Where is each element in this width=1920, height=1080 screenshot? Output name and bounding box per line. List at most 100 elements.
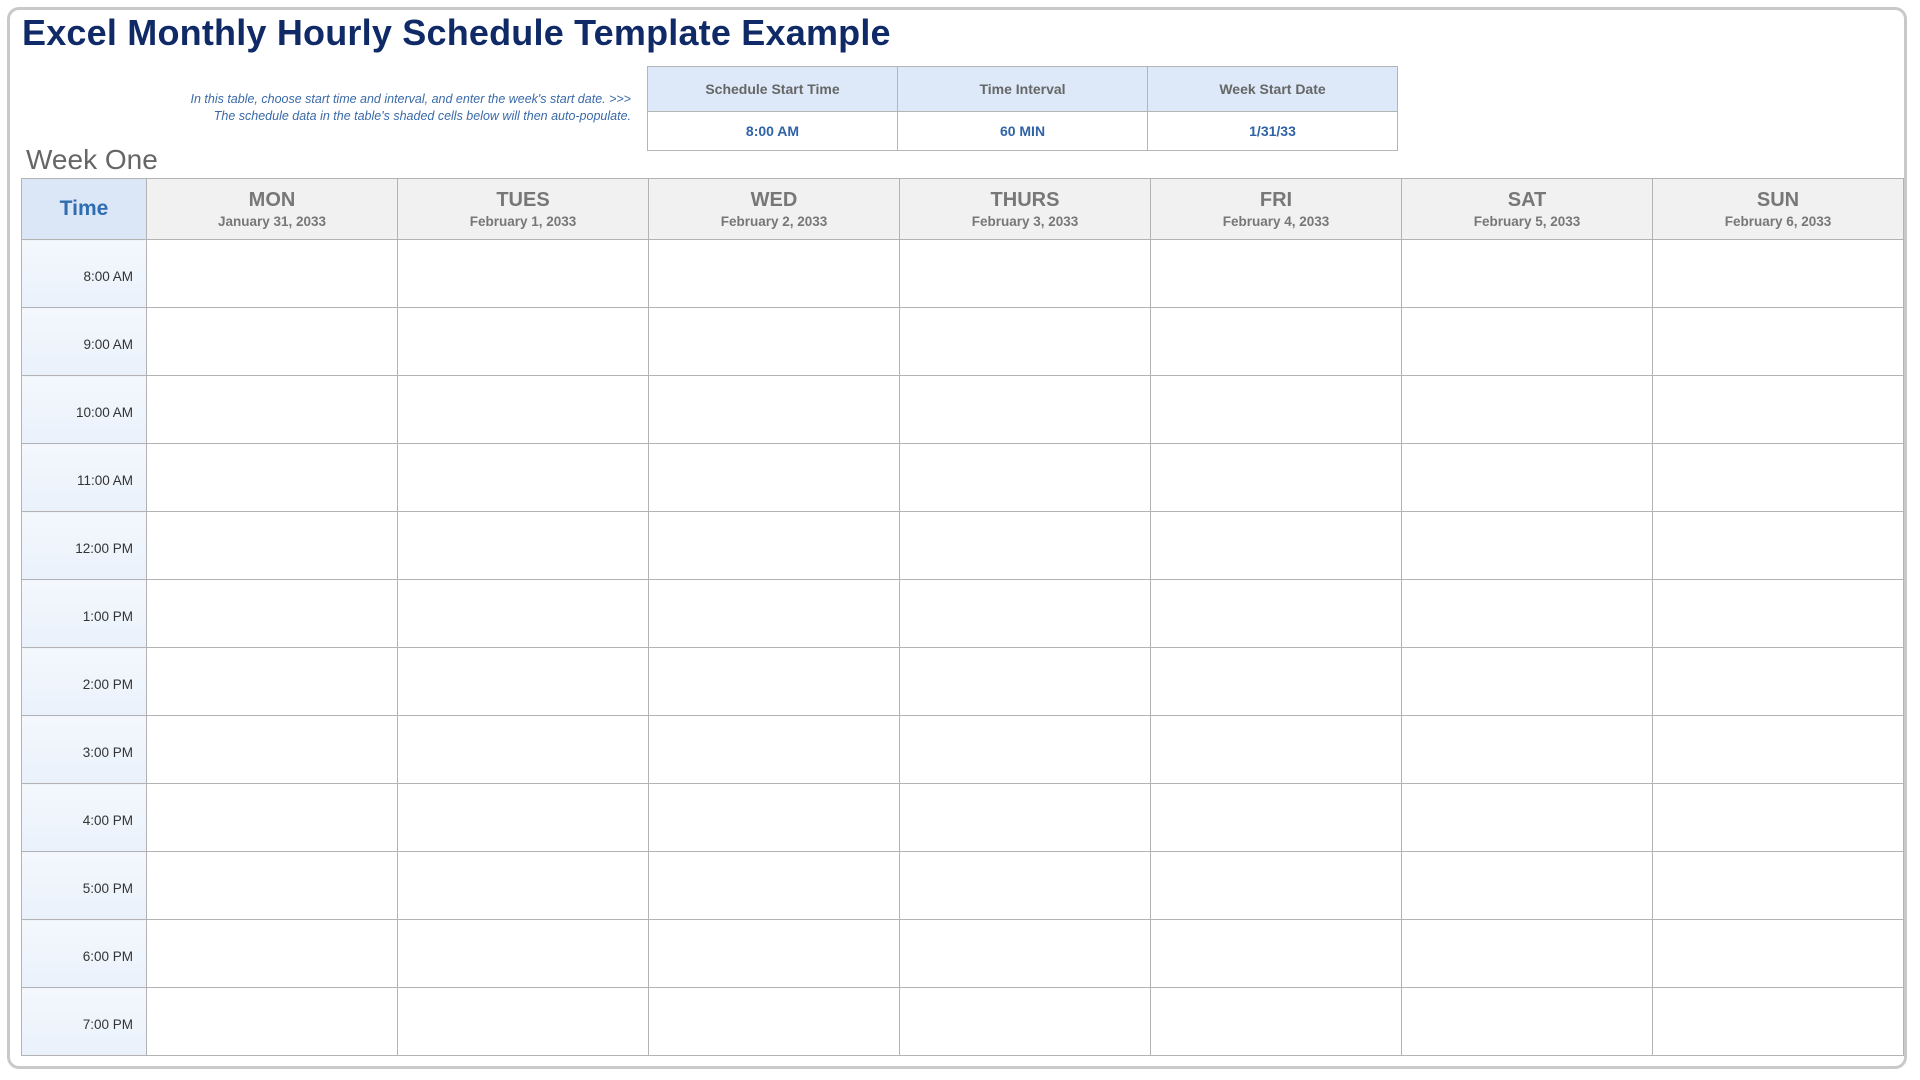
schedule-cell[interactable] xyxy=(146,511,398,580)
schedule-cell[interactable] xyxy=(397,715,649,784)
schedule-cell[interactable] xyxy=(648,851,900,920)
time-label: 4:00 PM xyxy=(21,783,147,852)
schedule-cell[interactable] xyxy=(1401,715,1653,784)
time-row: 2:00 PM xyxy=(21,647,1904,716)
schedule-cell[interactable] xyxy=(899,647,1151,716)
schedule-cell[interactable] xyxy=(648,783,900,852)
schedule-cell[interactable] xyxy=(1150,783,1402,852)
schedule-cell[interactable] xyxy=(397,919,649,988)
interval-input[interactable]: 60 MIN xyxy=(897,111,1148,151)
schedule-cell[interactable] xyxy=(1652,375,1904,444)
time-row: 8:00 AM xyxy=(21,239,1904,308)
schedule-cell[interactable] xyxy=(648,307,900,376)
instruction-line-2: The schedule data in the table's shaded … xyxy=(213,109,631,123)
schedule-cell[interactable] xyxy=(1652,239,1904,308)
schedule-cell[interactable] xyxy=(1150,919,1402,988)
schedule-cell[interactable] xyxy=(1401,375,1653,444)
schedule-cell[interactable] xyxy=(146,851,398,920)
schedule-cell[interactable] xyxy=(1652,443,1904,512)
schedule-cell[interactable] xyxy=(1652,511,1904,580)
schedule-cell[interactable] xyxy=(1652,987,1904,1056)
schedule-cell[interactable] xyxy=(397,851,649,920)
schedule-cell[interactable] xyxy=(648,443,900,512)
schedule-cell[interactable] xyxy=(397,647,649,716)
schedule-cell[interactable] xyxy=(1150,647,1402,716)
schedule-cell[interactable] xyxy=(899,715,1151,784)
schedule-cell[interactable] xyxy=(1401,783,1653,852)
schedule-cell[interactable] xyxy=(899,239,1151,308)
schedule-cell[interactable] xyxy=(397,239,649,308)
schedule-cell[interactable] xyxy=(397,375,649,444)
time-row: 4:00 PM xyxy=(21,783,1904,852)
schedule-cell[interactable] xyxy=(648,715,900,784)
day-date: February 6, 2033 xyxy=(1724,214,1832,229)
schedule-cell[interactable] xyxy=(648,647,900,716)
schedule-cell[interactable] xyxy=(1401,511,1653,580)
schedule-cell[interactable] xyxy=(1150,239,1402,308)
schedule-cell[interactable] xyxy=(397,579,649,648)
schedule-cell[interactable] xyxy=(899,851,1151,920)
schedule-cell[interactable] xyxy=(1401,239,1653,308)
schedule-cell[interactable] xyxy=(899,307,1151,376)
schedule-cell[interactable] xyxy=(1401,919,1653,988)
schedule-cell[interactable] xyxy=(1401,647,1653,716)
schedule-cell[interactable] xyxy=(146,443,398,512)
time-label: 7:00 PM xyxy=(21,987,147,1056)
schedule-cell[interactable] xyxy=(1401,987,1653,1056)
schedule-cell[interactable] xyxy=(648,987,900,1056)
day-header: MON January 31, 2033 xyxy=(146,178,398,240)
schedule-cell[interactable] xyxy=(1150,987,1402,1056)
time-row: 10:00 AM xyxy=(21,375,1904,444)
schedule-cell[interactable] xyxy=(648,239,900,308)
schedule-cell[interactable] xyxy=(397,443,649,512)
schedule-cell[interactable] xyxy=(899,579,1151,648)
schedule-cell[interactable] xyxy=(648,579,900,648)
schedule-cell[interactable] xyxy=(1150,851,1402,920)
week-start-input[interactable]: 1/31/33 xyxy=(1147,111,1398,151)
schedule-cell[interactable] xyxy=(1652,307,1904,376)
schedule-cell[interactable] xyxy=(1150,307,1402,376)
schedule-cell[interactable] xyxy=(1652,919,1904,988)
schedule-cell[interactable] xyxy=(146,647,398,716)
start-time-input[interactable]: 8:00 AM xyxy=(647,111,898,151)
schedule-cell[interactable] xyxy=(1652,579,1904,648)
time-row: 1:00 PM xyxy=(21,579,1904,648)
schedule-cell[interactable] xyxy=(146,783,398,852)
schedule-cell[interactable] xyxy=(397,783,649,852)
schedule-cell[interactable] xyxy=(1652,783,1904,852)
schedule-cell[interactable] xyxy=(899,919,1151,988)
schedule-cell[interactable] xyxy=(1150,443,1402,512)
schedule-cell[interactable] xyxy=(146,307,398,376)
schedule-cell[interactable] xyxy=(1150,579,1402,648)
schedule-cell[interactable] xyxy=(1150,715,1402,784)
schedule-cell[interactable] xyxy=(146,375,398,444)
schedule-cell[interactable] xyxy=(648,919,900,988)
schedule-cell[interactable] xyxy=(146,919,398,988)
schedule-cell[interactable] xyxy=(1652,647,1904,716)
schedule-cell[interactable] xyxy=(899,783,1151,852)
schedule-cell[interactable] xyxy=(1150,375,1402,444)
schedule-cell[interactable] xyxy=(1401,443,1653,512)
time-label: 11:00 AM xyxy=(21,443,147,512)
schedule-cell[interactable] xyxy=(146,987,398,1056)
instruction-line-1: In this table, choose start time and int… xyxy=(190,92,632,106)
schedule-cell[interactable] xyxy=(397,987,649,1056)
time-row: 7:00 PM xyxy=(21,987,1904,1056)
schedule-cell[interactable] xyxy=(1401,307,1653,376)
schedule-cell[interactable] xyxy=(648,375,900,444)
schedule-cell[interactable] xyxy=(146,715,398,784)
schedule-cell[interactable] xyxy=(1652,851,1904,920)
schedule-cell[interactable] xyxy=(899,443,1151,512)
schedule-cell[interactable] xyxy=(1401,579,1653,648)
schedule-cell[interactable] xyxy=(899,511,1151,580)
schedule-cell[interactable] xyxy=(1401,851,1653,920)
schedule-cell[interactable] xyxy=(146,579,398,648)
schedule-cell[interactable] xyxy=(397,307,649,376)
schedule-cell[interactable] xyxy=(899,987,1151,1056)
schedule-cell[interactable] xyxy=(397,511,649,580)
schedule-cell[interactable] xyxy=(899,375,1151,444)
schedule-cell[interactable] xyxy=(648,511,900,580)
schedule-cell[interactable] xyxy=(1150,511,1402,580)
schedule-cell[interactable] xyxy=(1652,715,1904,784)
schedule-cell[interactable] xyxy=(146,239,398,308)
